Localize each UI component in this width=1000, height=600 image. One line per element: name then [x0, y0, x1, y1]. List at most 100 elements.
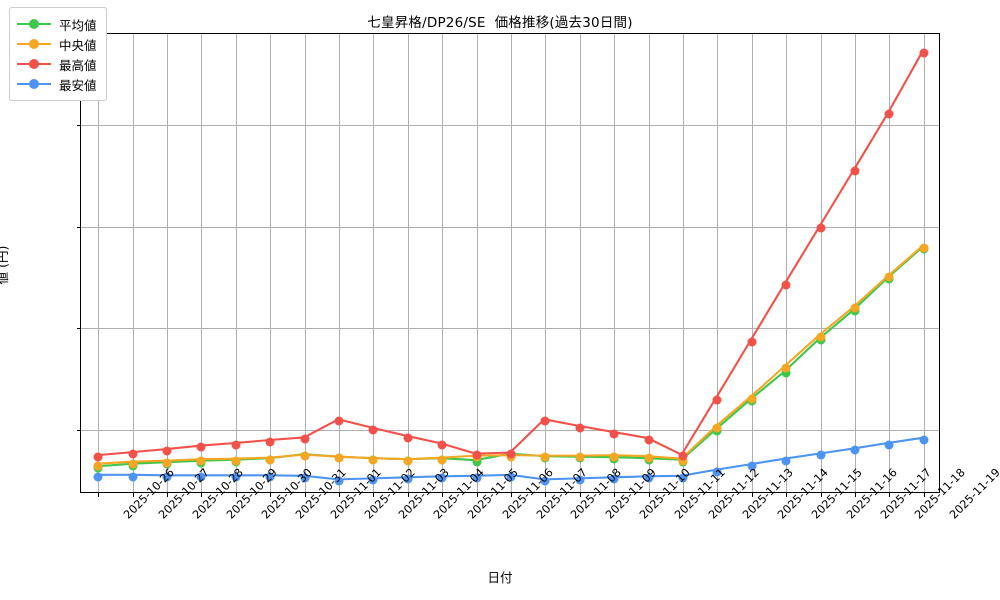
data-point — [712, 467, 722, 477]
x-axis-tick — [820, 492, 822, 497]
data-point — [231, 456, 241, 466]
gridline-horizontal — [81, 429, 939, 431]
data-point — [712, 395, 722, 405]
data-point — [712, 423, 722, 433]
data-point — [162, 458, 172, 468]
y-axis-tick — [76, 429, 81, 431]
gridline-vertical — [545, 34, 547, 492]
data-point — [403, 474, 413, 484]
data-point — [265, 472, 275, 482]
y-axis-tick — [76, 328, 81, 330]
gridline-vertical — [923, 34, 925, 492]
legend-swatch-icon — [17, 57, 51, 71]
legend-swatch-icon — [17, 17, 51, 31]
data-point — [919, 435, 929, 445]
x-axis-tick — [442, 492, 444, 497]
data-point — [644, 473, 654, 483]
data-point — [850, 303, 860, 313]
legend-item-平均値[interactable]: 平均値 — [17, 14, 97, 34]
data-point — [472, 450, 482, 460]
data-point — [128, 449, 138, 459]
data-point — [196, 472, 206, 482]
y-axis-tick — [76, 226, 81, 228]
data-point — [850, 166, 860, 176]
gridline-vertical — [889, 34, 891, 492]
x-axis-tick — [889, 492, 891, 497]
axis-ticks — [76, 34, 939, 497]
y-axis-tick — [76, 125, 81, 127]
data-point — [747, 394, 757, 404]
x-axis-tick — [683, 492, 684, 497]
data-point — [196, 456, 206, 466]
gridline-horizontal — [81, 125, 939, 127]
gridline-horizontal — [81, 226, 939, 228]
data-point — [506, 449, 516, 459]
data-point — [781, 368, 791, 378]
x-axis-tick — [407, 492, 409, 497]
data-point — [334, 416, 344, 426]
data-point — [575, 475, 585, 485]
data-point — [609, 474, 619, 484]
gridline-vertical — [339, 34, 340, 492]
x-axis-tick — [270, 492, 272, 497]
legend-label: 平均値 — [59, 17, 97, 33]
data-point — [93, 472, 103, 482]
gridline-horizontal — [81, 328, 939, 330]
y-axis-label: 値 (円) — [0, 245, 10, 285]
data-point — [162, 472, 172, 482]
legend-item-中央値[interactable]: 中央値 — [17, 34, 97, 54]
gridline-vertical — [717, 34, 719, 492]
gridline-vertical — [786, 34, 788, 492]
data-point — [884, 272, 894, 282]
x-axis-tick — [235, 492, 237, 497]
data-point — [781, 280, 791, 290]
data-point — [506, 472, 516, 482]
chart-legend: 平均値中央値 最高値 最安値 — [9, 7, 107, 101]
gridline-vertical — [476, 34, 478, 492]
data-point — [609, 429, 619, 439]
data-point — [540, 452, 550, 462]
legend-swatch-icon — [17, 37, 51, 51]
data-point — [850, 445, 860, 455]
legend-label: 中央値 — [59, 37, 97, 53]
data-point — [747, 461, 757, 471]
gridline-vertical — [614, 34, 616, 492]
data-point — [93, 461, 103, 471]
x-axis-tick — [786, 492, 788, 497]
x-axis-tick — [132, 492, 134, 497]
data-point — [816, 450, 826, 460]
x-axis-tick — [717, 492, 719, 497]
gridline-vertical — [304, 34, 306, 492]
legend-item-最高値[interactable]: 最高値 — [17, 54, 97, 74]
data-point — [300, 434, 310, 444]
data-point — [437, 440, 447, 450]
data-point — [884, 440, 894, 450]
x-axis-tick — [855, 492, 856, 497]
data-point — [437, 455, 447, 464]
x-axis-tick — [751, 492, 753, 497]
data-point — [196, 442, 206, 452]
data-point — [816, 223, 826, 233]
data-point — [884, 109, 894, 119]
legend-item-最安値[interactable]: 最安値 — [17, 74, 97, 94]
gridline-vertical — [98, 34, 100, 492]
data-point — [781, 363, 791, 373]
gridline-vertical — [511, 34, 512, 492]
gridline-vertical — [373, 34, 375, 492]
x-axis-tick — [923, 492, 925, 497]
gridline-vertical — [648, 34, 650, 492]
x-axis-tick — [614, 492, 616, 497]
x-axis-tick — [648, 492, 650, 497]
data-point — [334, 476, 344, 486]
x-axis-tick — [511, 492, 512, 497]
x-axis-tick — [579, 492, 581, 497]
x-axis-tick — [373, 492, 375, 497]
data-point — [609, 452, 619, 462]
gridline-vertical — [820, 34, 822, 492]
data-point — [747, 337, 757, 347]
x-axis-tick — [339, 492, 340, 497]
data-point — [265, 455, 275, 464]
data-point — [472, 473, 482, 483]
data-point — [300, 473, 310, 483]
